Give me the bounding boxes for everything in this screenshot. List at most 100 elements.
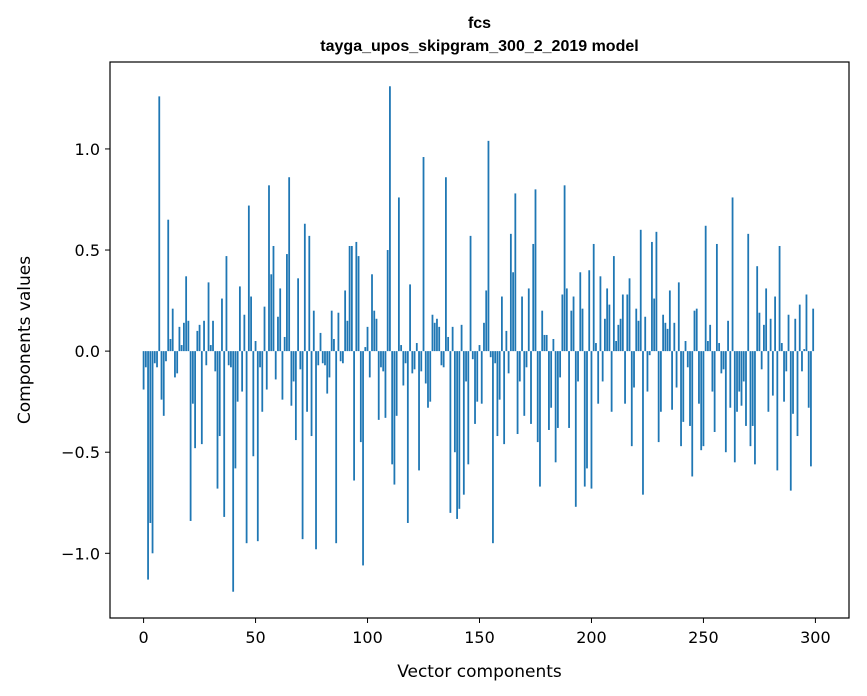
bar-97 xyxy=(359,351,362,443)
bar-261 xyxy=(727,320,729,352)
bar-185 xyxy=(556,351,559,428)
bar-136 xyxy=(447,336,450,352)
bar-223 xyxy=(642,351,644,495)
bar-51 xyxy=(256,351,259,542)
bar-124 xyxy=(420,351,423,372)
bar-265 xyxy=(736,351,738,412)
bar-135 xyxy=(445,177,447,352)
bar-76 xyxy=(312,310,315,352)
bar-273 xyxy=(754,351,756,465)
bar-31 xyxy=(212,320,214,352)
bar-71 xyxy=(301,351,304,540)
bar-70 xyxy=(299,351,302,370)
bar-199 xyxy=(588,270,591,352)
bar-148 xyxy=(474,351,476,424)
bar-67 xyxy=(292,351,295,382)
bar-73 xyxy=(306,351,308,412)
bar-288 xyxy=(787,314,790,352)
bar-91 xyxy=(346,320,349,352)
bar-52 xyxy=(259,351,261,368)
bar-87 xyxy=(337,312,340,352)
bar-219 xyxy=(633,351,635,388)
bar-200 xyxy=(590,351,593,489)
bar-78 xyxy=(317,351,320,366)
bar-174 xyxy=(532,243,535,352)
bar-151 xyxy=(480,351,483,404)
bar-4 xyxy=(151,351,154,554)
bar-131 xyxy=(436,318,438,352)
bar-197 xyxy=(583,351,586,487)
bar-298 xyxy=(810,351,812,467)
bar-32 xyxy=(214,351,217,372)
x-axis-label: Vector components xyxy=(397,662,562,682)
bar-54 xyxy=(263,306,266,352)
bar-58 xyxy=(272,245,275,352)
y-tick-label: −1.0 xyxy=(61,544,100,563)
bar-244 xyxy=(689,351,691,426)
bar-93 xyxy=(350,245,353,352)
bar-98 xyxy=(362,351,364,566)
bar-100 xyxy=(366,326,369,352)
bar-25 xyxy=(198,324,201,352)
bar-99 xyxy=(364,347,367,352)
bar-103 xyxy=(373,310,376,352)
bar-119 xyxy=(409,284,411,352)
bar-227 xyxy=(651,241,653,352)
bar-72 xyxy=(303,223,306,352)
bar-218 xyxy=(630,351,633,447)
bar-88 xyxy=(339,351,342,362)
bar-184 xyxy=(554,351,557,463)
bar-177 xyxy=(539,351,541,487)
bar-156 xyxy=(492,351,494,544)
bar-102 xyxy=(371,274,373,352)
bar-187 xyxy=(561,294,564,352)
bar-293 xyxy=(798,304,801,352)
bar-213 xyxy=(619,318,622,352)
bar-19 xyxy=(185,276,188,352)
bar-263 xyxy=(731,197,734,352)
bar-215 xyxy=(624,351,626,404)
bar-14 xyxy=(174,351,176,378)
bar-63 xyxy=(283,336,286,352)
bar-228 xyxy=(653,298,656,352)
bar-283 xyxy=(776,351,779,471)
bar-132 xyxy=(438,326,441,352)
bar-290 xyxy=(792,351,794,414)
bar-33 xyxy=(216,351,219,489)
bar-50 xyxy=(254,341,257,352)
bar-61 xyxy=(279,288,282,352)
bar-277 xyxy=(763,324,765,352)
bar-229 xyxy=(655,231,658,352)
bar-180 xyxy=(545,334,548,352)
bar-45 xyxy=(243,314,246,352)
bar-22 xyxy=(191,351,194,404)
bar-225 xyxy=(646,351,649,392)
bar-191 xyxy=(570,310,573,352)
bar-169 xyxy=(521,296,523,352)
bar-182 xyxy=(550,351,553,408)
bar-232 xyxy=(662,314,665,352)
bar-203 xyxy=(597,351,600,404)
bar-176 xyxy=(536,351,539,443)
bar-257 xyxy=(718,343,721,352)
bar-186 xyxy=(559,351,562,378)
x-tick-label: 150 xyxy=(464,628,495,647)
bar-240 xyxy=(680,351,682,447)
bar-251 xyxy=(704,225,707,352)
bar-262 xyxy=(729,351,732,408)
bar-118 xyxy=(406,351,409,523)
bar-90 xyxy=(344,290,347,352)
bar-101 xyxy=(368,351,371,378)
bar-89 xyxy=(342,351,344,364)
bar-2 xyxy=(147,351,149,580)
bar-192 xyxy=(572,296,575,352)
bar-249 xyxy=(700,351,703,451)
bar-95 xyxy=(355,241,358,352)
bar-86 xyxy=(335,351,338,544)
bar-281 xyxy=(771,351,774,396)
bar-173 xyxy=(530,351,532,424)
bar-247 xyxy=(695,308,698,352)
bar-15 xyxy=(176,351,179,374)
bar-295 xyxy=(803,349,806,352)
